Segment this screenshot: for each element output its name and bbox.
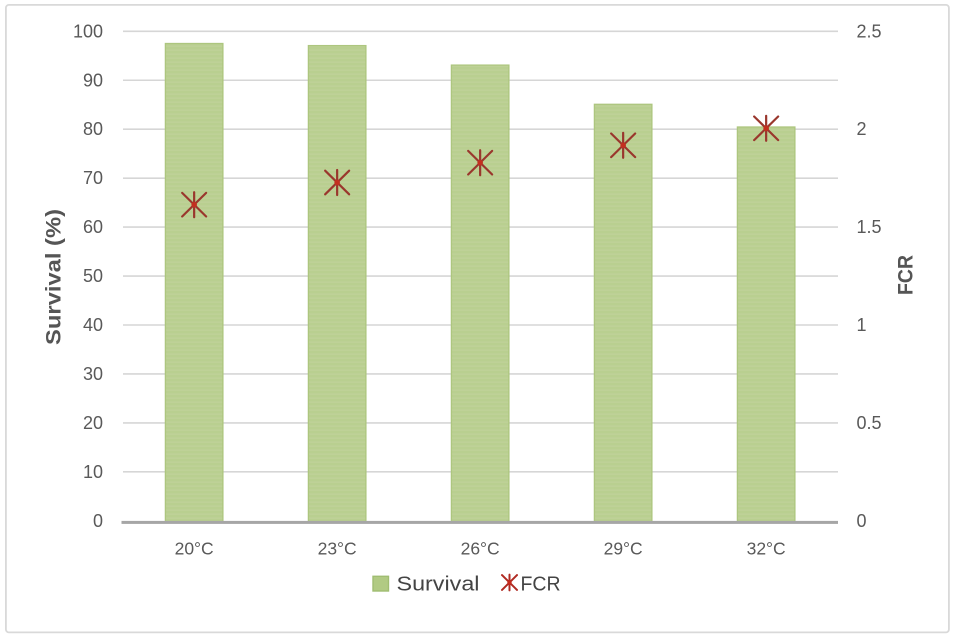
- svg-text:1.5: 1.5: [857, 217, 882, 237]
- svg-text:23°C: 23°C: [318, 538, 357, 558]
- svg-text:2.5: 2.5: [857, 21, 882, 41]
- svg-text:10: 10: [83, 462, 103, 482]
- svg-text:0: 0: [857, 511, 867, 531]
- svg-text:60: 60: [83, 217, 103, 237]
- svg-text:FCR: FCR: [521, 574, 561, 596]
- svg-text:Survival (%): Survival (%): [42, 209, 66, 345]
- svg-text:FCR: FCR: [894, 255, 918, 295]
- svg-text:70: 70: [83, 168, 103, 188]
- svg-text:100: 100: [73, 21, 103, 41]
- svg-text:20: 20: [83, 413, 103, 433]
- svg-text:2: 2: [857, 119, 867, 139]
- svg-text:1: 1: [857, 315, 867, 335]
- svg-text:Survival: Survival: [397, 574, 480, 596]
- svg-text:20°C: 20°C: [175, 538, 214, 558]
- svg-text:50: 50: [83, 266, 103, 286]
- svg-text:90: 90: [83, 70, 103, 90]
- svg-text:80: 80: [83, 119, 103, 139]
- svg-text:26°C: 26°C: [461, 538, 500, 558]
- svg-text:0.5: 0.5: [857, 413, 882, 433]
- svg-text:0: 0: [93, 511, 103, 531]
- svg-text:40: 40: [83, 315, 103, 335]
- svg-text:32°C: 32°C: [747, 538, 786, 558]
- svg-text:30: 30: [83, 364, 103, 384]
- svg-text:29°C: 29°C: [604, 538, 643, 558]
